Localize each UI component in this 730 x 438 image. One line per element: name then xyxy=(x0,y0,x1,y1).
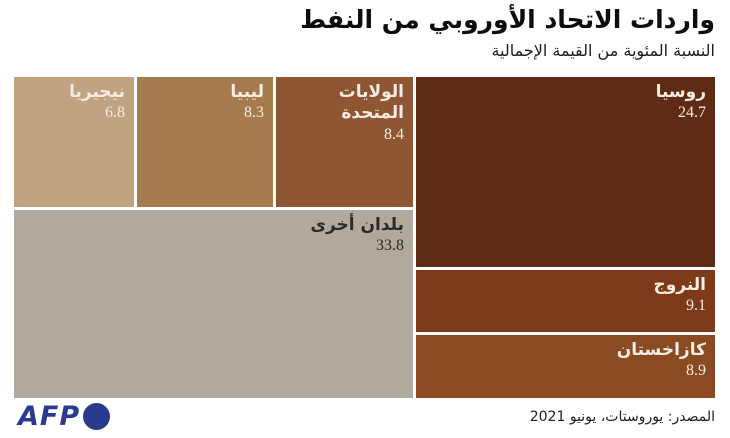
treemap-tile-other-countries: بلدان أخرى 33.8 xyxy=(14,210,413,398)
treemap-tile-russia: روسيا 24.7 xyxy=(416,77,715,267)
page-subtitle: النسبة المئوية من القيمة الإجمالية xyxy=(491,40,715,60)
tile-value: 6.8 xyxy=(105,104,125,122)
tile-label: كازاخستان xyxy=(616,340,706,360)
header: واردات الاتحاد الأوروبي من النفط النسبة … xyxy=(15,4,715,60)
tile-label: النروج xyxy=(653,275,706,295)
afp-circle-icon xyxy=(83,403,111,430)
source-text: المصدر: يوروستات، يونيو 2021 xyxy=(529,409,715,425)
tile-value: 8.9 xyxy=(686,362,706,380)
tile-label: روسيا xyxy=(655,82,706,102)
afp-logo-text: AFP xyxy=(18,401,81,432)
tile-label: نيجيريا xyxy=(69,82,125,102)
treemap-chart: نيجيريا 6.8 ليبيا 8.3 الولايات المتحدة 8… xyxy=(14,77,715,398)
treemap-tile-libya: ليبيا 8.3 xyxy=(137,77,273,207)
afp-logo: AFP xyxy=(18,401,111,432)
tile-value: 8.4 xyxy=(384,125,404,143)
treemap-tile-nigeria: نيجيريا 6.8 xyxy=(14,77,134,207)
treemap-tile-united-states: الولايات المتحدة 8.4 xyxy=(276,77,413,207)
tile-label: الولايات المتحدة xyxy=(338,82,404,124)
tile-label: بلدان أخرى xyxy=(310,215,404,235)
page-title: واردات الاتحاد الأوروبي من النفط xyxy=(300,5,715,34)
tile-value: 8.3 xyxy=(244,104,264,122)
tile-value: 9.1 xyxy=(686,297,706,315)
tile-label: ليبيا xyxy=(230,82,264,102)
tile-value: 24.7 xyxy=(678,104,706,122)
treemap-tile-kazakhstan: كازاخستان 8.9 xyxy=(416,335,715,398)
treemap-tile-norway: النروج 9.1 xyxy=(416,270,715,332)
tile-value: 33.8 xyxy=(376,237,404,255)
